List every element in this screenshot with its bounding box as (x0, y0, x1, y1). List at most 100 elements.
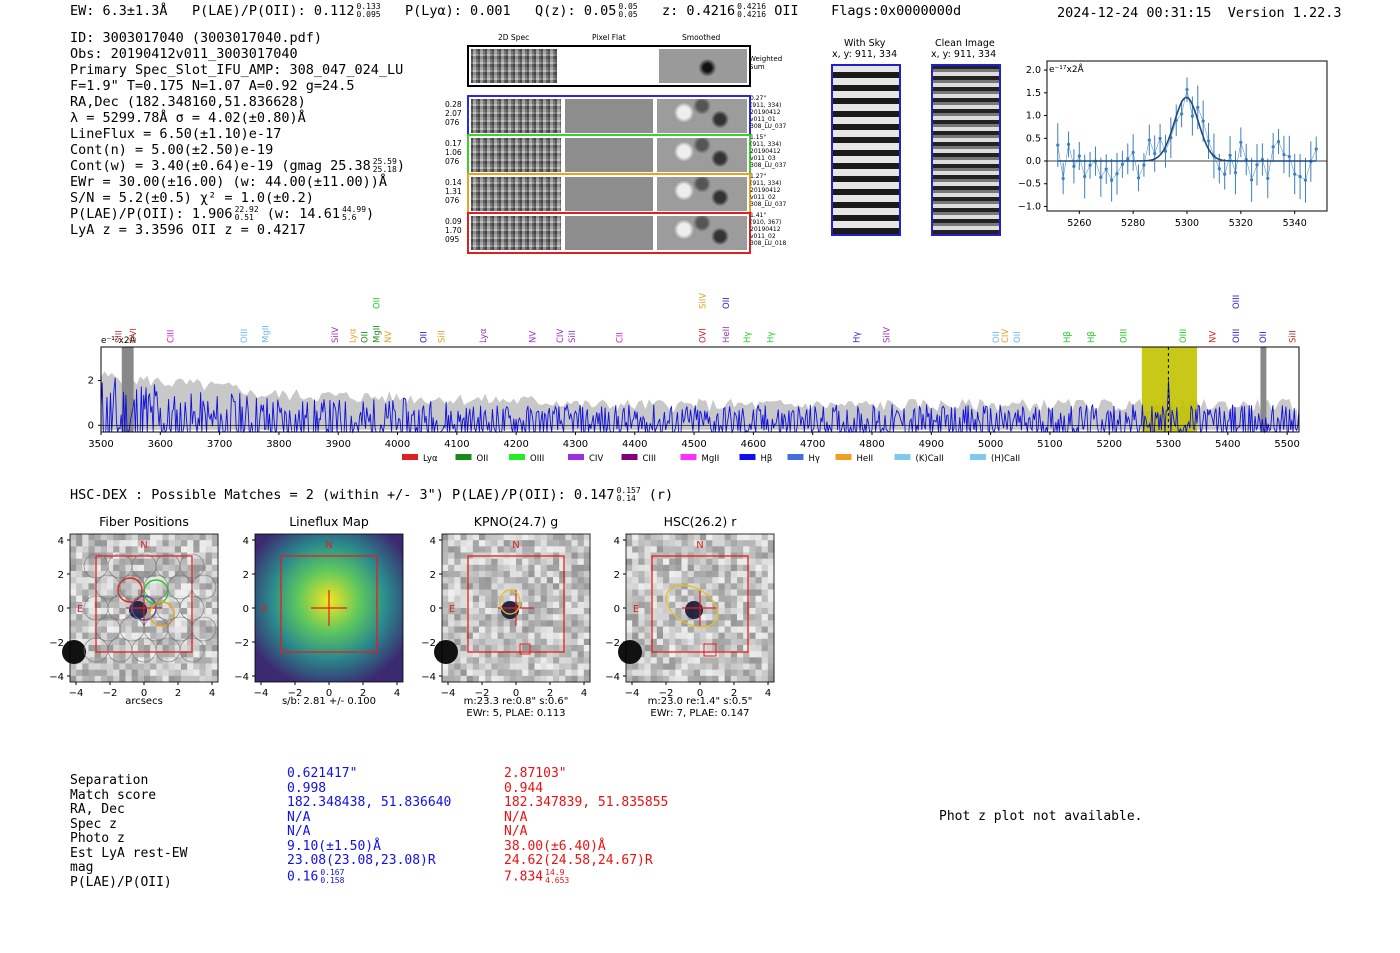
spec2d-header-2d: 2D Spec (498, 33, 530, 42)
pixel (211, 601, 219, 609)
spectrum-ylabel: e⁻¹⁷x2Å (101, 334, 137, 346)
pixel (491, 589, 498, 597)
pixel (571, 540, 579, 547)
pixel (626, 540, 633, 547)
pixel (706, 663, 713, 671)
pixel (454, 546, 461, 553)
zoom-connector (1170, 120, 1177, 138)
pixel (442, 564, 449, 572)
pixel (632, 608, 639, 615)
line-id-label: OVI (129, 328, 139, 343)
pixel (546, 540, 554, 547)
pixel (583, 589, 591, 597)
pixel (700, 534, 707, 541)
pixel (761, 632, 769, 640)
aperture-box (651, 555, 749, 653)
pixel (583, 546, 591, 553)
pixel (156, 651, 163, 658)
pixel (743, 540, 750, 547)
pixel (700, 571, 707, 578)
pixel (162, 534, 170, 541)
pixel (663, 675, 670, 683)
pixel (583, 552, 591, 560)
pixel (522, 638, 529, 646)
pixel (712, 620, 719, 627)
pixel (743, 534, 750, 541)
pixel (211, 571, 219, 578)
pixel (553, 564, 560, 572)
pixel (193, 552, 200, 560)
pixel (693, 632, 701, 640)
pixel (88, 651, 96, 658)
pixel (559, 589, 566, 597)
pixel (76, 675, 83, 683)
pixel (162, 558, 170, 566)
panel-caption: s/b: 2.81 +/- 0.100 (281, 696, 377, 707)
pixel (724, 564, 732, 572)
pixel (100, 645, 108, 652)
pixel (466, 558, 474, 566)
pixel (503, 645, 511, 652)
header-z-hi: 0.4216 (737, 2, 767, 11)
pixel (442, 669, 449, 677)
panel-ytick-label: 0 (243, 604, 249, 615)
pixel (82, 614, 89, 621)
pixel (546, 583, 554, 590)
pixel (181, 675, 188, 683)
pixel (94, 614, 102, 621)
zoom-connector (1272, 141, 1279, 148)
pixel (528, 583, 535, 590)
pixel (466, 638, 474, 646)
meta: (911, 334) (750, 180, 782, 187)
pixel (70, 626, 77, 634)
pixel (644, 540, 652, 547)
pixel (534, 608, 542, 615)
pixel (712, 546, 719, 553)
pixel (107, 577, 114, 584)
pixel (70, 577, 77, 584)
spec2d-header-flat: Pixel Flat (592, 33, 626, 42)
cell: 9.10(±1.50)Å (287, 838, 381, 854)
zoom-connector (1116, 164, 1123, 174)
pixel (76, 577, 83, 584)
pixel (700, 546, 707, 553)
pixel (119, 632, 126, 640)
pixel (448, 552, 455, 560)
pixel (181, 651, 188, 658)
pixel (76, 571, 83, 578)
pixel (211, 626, 219, 634)
pixel (730, 638, 738, 646)
pixel (577, 675, 585, 683)
pixel (638, 663, 645, 671)
pixel (737, 601, 744, 609)
pixel (669, 614, 676, 621)
pixel (162, 663, 170, 671)
pixel (540, 534, 548, 541)
pixel (491, 546, 498, 553)
legend-label: (H)CaII (991, 454, 1020, 464)
pixel (137, 534, 145, 541)
pixel (94, 546, 102, 553)
pixel (181, 540, 188, 547)
pixel (528, 540, 535, 547)
pixel (743, 663, 750, 671)
pixel (205, 651, 213, 658)
pixel (205, 552, 213, 560)
pixel (644, 675, 652, 683)
pixel (131, 564, 139, 572)
pixel (100, 663, 108, 671)
pixel (761, 620, 769, 627)
pixel (94, 589, 102, 597)
pixel (565, 632, 572, 640)
pixel (88, 564, 96, 572)
pixel (546, 620, 554, 627)
pixel (755, 614, 763, 621)
pixel (749, 638, 756, 646)
info-id: ID: 3003017040 (3003017040.pdf) (70, 30, 322, 46)
pixel (730, 571, 738, 578)
pixel (687, 632, 695, 640)
pixel (479, 540, 486, 547)
source-blob (685, 601, 703, 619)
pixel (571, 571, 579, 578)
line-id-label: OII (1013, 331, 1023, 343)
